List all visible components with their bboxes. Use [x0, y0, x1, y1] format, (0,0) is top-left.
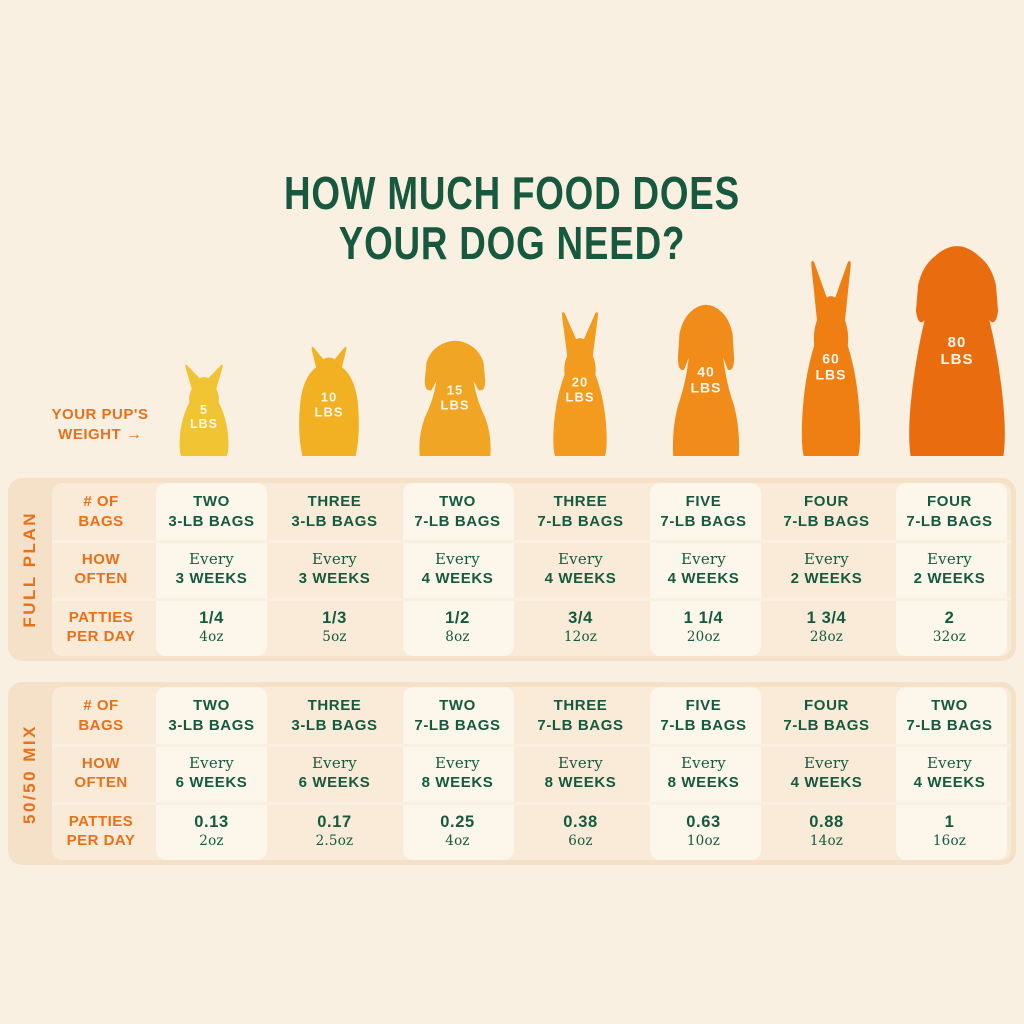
- dog-silhouette-60lbs: 60 LBS: [796, 258, 866, 456]
- column-highlight: [156, 687, 267, 860]
- table-cell: 1/3 5oz: [322, 608, 347, 646]
- dog-weight-label: 5 LBS: [190, 402, 218, 431]
- row-header-patties: PATTIES PER DAY: [66, 608, 136, 646]
- row-divider: [52, 744, 1011, 747]
- table-cell: 1/2 8oz: [445, 608, 470, 646]
- table-cell: 1 16oz: [932, 812, 967, 850]
- dog-silhouette-40lbs: 40 LBS: [667, 288, 745, 456]
- page-title: HOW MUCH FOOD DOES YOUR DOG NEED?: [102, 168, 921, 268]
- table-cell: FOUR 7-LB BAGS: [906, 493, 993, 530]
- column-highlight: [650, 687, 761, 860]
- dog-silhouette-20lbs: 20 LBS: [548, 310, 612, 456]
- table-cell: Every 3 WEEKS: [175, 549, 248, 588]
- yorkie-dog-icon: [179, 364, 229, 456]
- dog-silhouette-10lbs: 10 LBS: [293, 343, 365, 456]
- table-cell: FIVE 7-LB BAGS: [660, 697, 747, 734]
- row-header-bags: # OF BAGS: [78, 697, 124, 734]
- table-cell: Every 4 WEEKS: [421, 549, 494, 588]
- weight-callout-line-2: WEIGHT →: [58, 425, 142, 443]
- table-cell: 0.63 10oz: [686, 812, 721, 850]
- table-full-plan: FULL PLAN # OF BAGS TWO 3-LB BAGS THREE 3-…: [8, 478, 1016, 661]
- table-cell: Every 4 WEEKS: [544, 549, 617, 588]
- table-cell: 0.25 4oz: [440, 812, 475, 850]
- table-cell: TWO 3-LB BAGS: [168, 493, 255, 530]
- row-header-how-often: HOW OFTEN: [74, 550, 128, 588]
- 5050-mix-side-label: 50/50 MIX: [20, 723, 39, 824]
- table-cell: THREE 3-LB BAGS: [291, 697, 378, 734]
- table-cell: 0.88 14oz: [809, 812, 844, 850]
- pup-weight-callout: YOUR PUP'S WEIGHT →: [36, 406, 164, 445]
- table-cell: 3/4 12oz: [563, 608, 598, 646]
- table-cell: FIVE 7-LB BAGS: [660, 493, 747, 530]
- table-cell: Every 4 WEEKS: [667, 549, 740, 588]
- dog-silhouette-5lbs: 5 LBS: [176, 362, 232, 456]
- table-cell: FOUR 7-LB BAGS: [783, 697, 870, 734]
- 5050-mix-panel: # OF BAGS TWO 3-LB BAGS THREE 3-LB BAGS TW…: [52, 687, 1011, 860]
- row-divider: [52, 540, 1011, 543]
- row-header-how-often: HOW OFTEN: [74, 754, 128, 792]
- dog-weight-label: 10 LBS: [314, 389, 344, 420]
- pomeranian-dog-icon: [299, 346, 359, 456]
- row-header-bags: # OF BAGS: [78, 493, 124, 530]
- column-highlight: [896, 687, 1007, 860]
- spaniel-dog-icon: [419, 340, 491, 456]
- table-cell: Every 8 WEEKS: [421, 753, 494, 792]
- title-line-2: YOUR DOG NEED?: [338, 217, 686, 270]
- row-divider: [52, 802, 1011, 805]
- 5050-mix-grid: # OF BAGS TWO 3-LB BAGS THREE 3-LB BAGS TW…: [52, 687, 1011, 860]
- table-cell: TWO 7-LB BAGS: [414, 697, 501, 734]
- table-cell: TWO 7-LB BAGS: [414, 493, 501, 530]
- table-cell: 1/4 4oz: [199, 608, 224, 646]
- column-highlight: [650, 483, 761, 656]
- column-highlight: [403, 687, 514, 860]
- dog-weight-label: 80 LBS: [940, 334, 974, 369]
- dog-weight-label: 40 LBS: [690, 363, 722, 396]
- table-cell: THREE 7-LB BAGS: [537, 697, 624, 734]
- table-cell: Every 2 WEEKS: [913, 549, 986, 588]
- row-header-patties: PATTIES PER DAY: [66, 812, 136, 850]
- full-plan-side-label: FULL PLAN: [20, 511, 39, 628]
- large-fluffy-dog-icon: [909, 246, 1005, 456]
- row-divider: [52, 598, 1011, 601]
- column-highlight: [403, 483, 514, 656]
- table-cell: FOUR 7-LB BAGS: [783, 493, 870, 530]
- dog-weight-label: 60 LBS: [815, 350, 847, 382]
- table-cell: Every 6 WEEKS: [175, 753, 248, 792]
- table-cell: 2 32oz: [932, 608, 967, 646]
- table-cell: THREE 3-LB BAGS: [291, 493, 378, 530]
- table-cell: Every 6 WEEKS: [298, 753, 371, 792]
- column-highlight: [896, 483, 1007, 656]
- table-cell: Every 3 WEEKS: [298, 549, 371, 588]
- table-cell: Every 8 WEEKS: [667, 753, 740, 792]
- dog-silhouette-80lbs: 80 LBS: [903, 230, 1011, 456]
- table-cell: 0.17 2.5oz: [315, 812, 354, 850]
- table-cell: Every 2 WEEKS: [790, 549, 863, 588]
- full-plan-grid: # OF BAGS TWO 3-LB BAGS THREE 3-LB BAGS TW…: [52, 483, 1011, 656]
- column-highlight: [156, 483, 267, 656]
- table-cell: 0.13 2oz: [194, 812, 229, 850]
- title-line-1: HOW MUCH FOOD DOES: [284, 167, 740, 219]
- weight-callout-line-1: YOUR PUP'S: [51, 406, 149, 423]
- table-cell: Every 8 WEEKS: [544, 753, 617, 792]
- dog-weight-label: 20 LBS: [565, 374, 595, 405]
- table-cell: Every 4 WEEKS: [790, 753, 863, 792]
- table-cell: TWO 7-LB BAGS: [906, 697, 993, 734]
- table-cell: 0.38 6oz: [563, 812, 598, 850]
- table-cell: THREE 7-LB BAGS: [537, 493, 624, 530]
- table-cell: 1 1/4 20oz: [683, 608, 724, 646]
- dog-weight-label: 15 LBS: [440, 382, 470, 413]
- terrier-dog-icon: [553, 312, 607, 456]
- table-cell: 1 3/4 28oz: [806, 608, 847, 646]
- table-cell: TWO 3-LB BAGS: [168, 697, 255, 734]
- table-cell: Every 4 WEEKS: [913, 753, 986, 792]
- right-arrow-icon: →: [125, 425, 142, 443]
- dog-silhouette-15lbs: 15 LBS: [413, 328, 497, 456]
- shepherd-dog-icon: [801, 260, 861, 456]
- table-5050-mix: 50/50 MIX # OF BAGS TWO 3-LB BAGS THREE 3-…: [8, 682, 1016, 865]
- full-plan-panel: # OF BAGS TWO 3-LB BAGS THREE 3-LB BAGS TW…: [52, 483, 1011, 656]
- retriever-dog-icon: [672, 304, 740, 456]
